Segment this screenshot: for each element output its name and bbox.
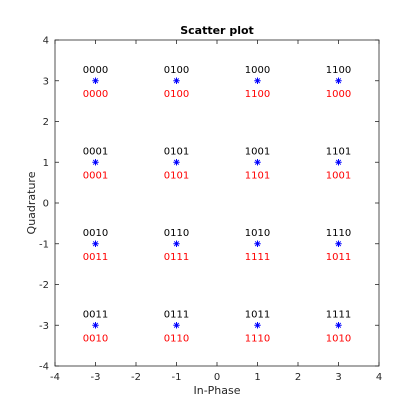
point-label-below: 1101 [245, 170, 270, 181]
point-marker [173, 240, 180, 247]
data-point: 0100 0100 [164, 65, 189, 100]
point-label-below: 1000 [326, 89, 351, 100]
point-label-below: 1110 [245, 333, 270, 344]
x-tick-label: -2 [131, 372, 141, 383]
data-point: 1101 1001 [326, 146, 351, 181]
x-tick-label: 0 [214, 372, 220, 383]
x-tick-label: 4 [376, 372, 382, 383]
point-label-below: 0101 [164, 170, 189, 181]
x-tick-label: -4 [50, 372, 60, 383]
data-point: 0000 0000 [83, 65, 108, 100]
point-label-below: 0011 [83, 252, 108, 263]
y-tick-label: 3 [43, 76, 49, 87]
x-tick-label: 3 [335, 372, 341, 383]
point-label-below: 1100 [245, 89, 270, 100]
data-point: 1100 1000 [326, 65, 351, 100]
point-label-above: 0001 [83, 146, 108, 157]
data-point: 1011 1110 [245, 309, 270, 344]
point-marker [92, 322, 99, 329]
point-marker [335, 322, 342, 329]
data-point: 0001 0001 [83, 146, 108, 181]
point-marker [92, 240, 99, 247]
point-label-above: 0110 [164, 228, 189, 239]
point-marker [92, 159, 99, 166]
y-tick-label: -3 [39, 321, 49, 332]
y-tick-label: 4 [43, 36, 49, 47]
point-marker [335, 77, 342, 84]
point-label-below: 0010 [83, 333, 108, 344]
point-label-above: 0111 [164, 309, 189, 320]
point-label-above: 0000 [83, 65, 108, 76]
point-label-above: 0010 [83, 228, 108, 239]
y-axis-title: Quadrature [25, 171, 38, 234]
point-marker [335, 240, 342, 247]
point-label-below: 0110 [164, 333, 189, 344]
point-label-above: 1101 [326, 146, 351, 157]
point-label-above: 1110 [326, 228, 351, 239]
data-point: 0110 0111 [164, 228, 189, 263]
y-tick-label: 1 [43, 158, 49, 169]
data-point: 1010 1111 [245, 228, 270, 263]
x-axis-title: In-Phase [193, 384, 240, 397]
data-point: 1111 1010 [326, 309, 351, 344]
point-marker [173, 322, 180, 329]
data-point: 1001 1101 [245, 146, 270, 181]
point-label-below: 0000 [83, 89, 108, 100]
point-marker [254, 159, 261, 166]
y-tick-label: -2 [39, 280, 49, 291]
data-point: 1000 1100 [245, 65, 270, 100]
point-label-above: 1111 [326, 309, 351, 320]
point-label-below: 0001 [83, 170, 108, 181]
data-point: 0111 0110 [164, 309, 189, 344]
point-label-above: 1010 [245, 228, 270, 239]
y-tick-label: -1 [39, 239, 49, 250]
point-marker [254, 77, 261, 84]
data-point: 0011 0010 [83, 309, 108, 344]
point-label-above: 0100 [164, 65, 189, 76]
y-tick-label: 0 [43, 199, 49, 210]
point-label-above: 1001 [245, 146, 270, 157]
x-tick-label: 2 [295, 372, 301, 383]
point-label-below: 1010 [326, 333, 351, 344]
y-tick-label: 2 [43, 117, 49, 128]
point-marker [173, 77, 180, 84]
point-marker [92, 77, 99, 84]
plot-area [54, 39, 380, 367]
point-label-below: 1111 [245, 252, 270, 263]
data-point: 0101 0101 [164, 146, 189, 181]
point-label-below: 0111 [164, 252, 189, 263]
point-label-below: 1001 [326, 170, 351, 181]
point-label-above: 0101 [164, 146, 189, 157]
point-label-above: 1000 [245, 65, 270, 76]
point-label-above: 0011 [83, 309, 108, 320]
point-marker [254, 322, 261, 329]
y-tick-label: -4 [39, 362, 49, 373]
data-point: 0010 0011 [83, 228, 108, 263]
data-points: 0000000001000100100011001100100000010001… [83, 65, 351, 345]
x-tick-label: -3 [91, 372, 101, 383]
point-label-below: 1011 [326, 252, 351, 263]
point-label-above: 1011 [245, 309, 270, 320]
point-label-below: 0100 [164, 89, 189, 100]
data-point: 1110 1011 [326, 228, 351, 263]
point-label-above: 1100 [326, 65, 351, 76]
axis-ticks: -4 -3 -2 -1 0 1 2 3 4 -4 -3 -2 -1 0 1 2 3 4 [39, 36, 382, 384]
x-tick-label: 1 [254, 372, 260, 383]
point-marker [335, 159, 342, 166]
chart-title: Scatter plot [180, 24, 254, 37]
point-marker [173, 159, 180, 166]
x-tick-label: -1 [172, 372, 182, 383]
point-marker [254, 240, 261, 247]
